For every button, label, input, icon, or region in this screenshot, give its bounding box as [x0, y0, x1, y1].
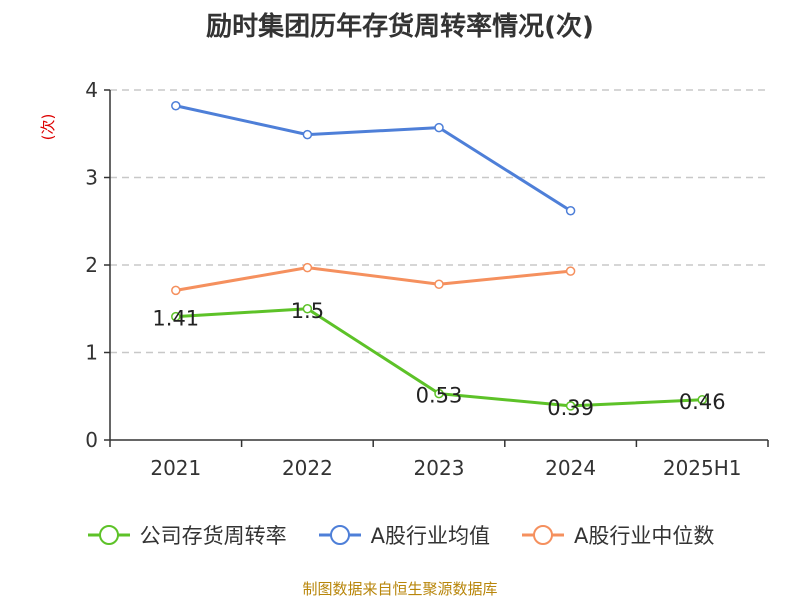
data-point [171, 101, 181, 111]
data-label: 0.53 [416, 384, 463, 408]
data-point [302, 129, 313, 140]
y-tick-label: 2 [85, 253, 98, 277]
y-tick-label: 0 [85, 428, 98, 452]
source-note: 制图数据来自恒生聚源数据库 [302, 580, 498, 598]
data-label: 1.5 [291, 299, 324, 323]
data-label: 0.39 [547, 396, 594, 420]
data-point [434, 388, 444, 399]
data-point [302, 304, 313, 314]
data-point [565, 266, 576, 276]
legend-marker [329, 525, 350, 545]
x-tick-label: 2025H1 [663, 456, 742, 480]
legend-line-marker-icon [522, 525, 564, 545]
y-axis-label: (次) [39, 114, 57, 141]
axes: 0 1 2 3 4 2021 2022 2023 2024 2025H1 (次) [39, 78, 769, 480]
x-tick-label: 2023 [414, 456, 465, 480]
legend-item[interactable]: A股行业均值 [317, 520, 490, 550]
legend-line-marker-icon [318, 525, 361, 545]
y-tick-label: 1 [85, 341, 98, 365]
data-point [171, 311, 181, 322]
series-line [175, 266, 571, 292]
series-line [175, 104, 572, 213]
data-point [302, 262, 313, 273]
data-point [565, 401, 576, 411]
legend-item[interactable]: A股行业中位数 [520, 520, 714, 550]
data-point [565, 206, 576, 216]
legend-label: A股行业均值 [370, 524, 490, 548]
legend: 公司存货周转率 A股行业均值 A股行业中位数 [0, 520, 800, 550]
chart-title: 励时集团历年存货周转率情况(次) [206, 12, 594, 42]
legend-label: 公司存货周转率 [139, 524, 287, 548]
data-label: 1.41 [152, 307, 199, 331]
data-label: 0.46 [679, 390, 726, 414]
y-tick-label: 3 [85, 166, 98, 190]
data-point [697, 395, 707, 405]
legend-label: A股行业中位数 [574, 524, 715, 548]
x-tick-label: 2022 [282, 456, 333, 480]
legend-item[interactable]: 公司存货周转率 [86, 520, 287, 550]
legend-line-marker-icon [87, 525, 130, 545]
y-tick-label: 4 [85, 78, 98, 102]
data-labels: 1.41 1.5 0.53 0.39 0.46 [152, 299, 725, 420]
x-tick-label: 2024 [545, 456, 596, 480]
x-tick-label: 2021 [150, 456, 201, 480]
data-point [171, 285, 181, 296]
data-point [434, 279, 444, 289]
grid-lines [110, 89, 768, 354]
legend-marker [98, 525, 119, 545]
legend-marker [533, 525, 553, 545]
data-point [434, 122, 444, 133]
series-lines [171, 101, 707, 411]
